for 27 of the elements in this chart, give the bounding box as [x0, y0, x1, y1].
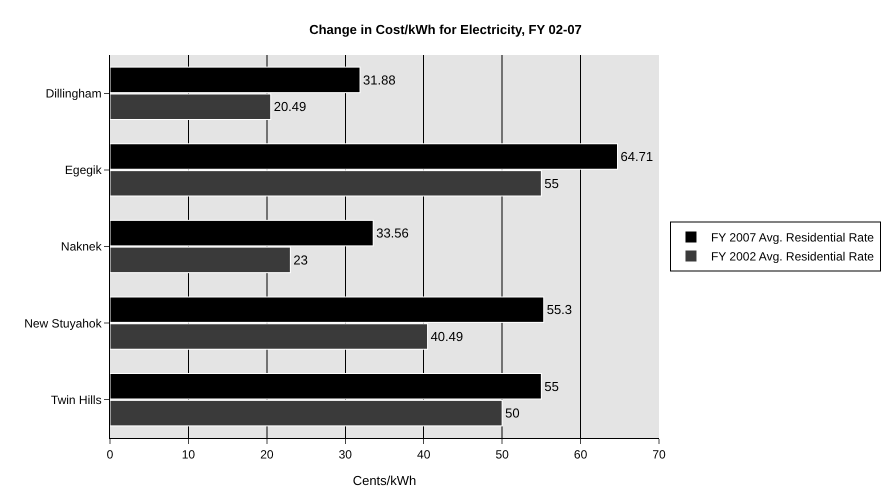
x-axis-title: Cents/kWh	[352, 473, 416, 488]
x-tick-label: 20	[260, 447, 274, 462]
y-tick-label: Dillingham	[46, 86, 102, 100]
data-label: 20.49	[274, 99, 306, 114]
data-label: 55.3	[546, 302, 572, 318]
y-tick-label: Egegik	[64, 163, 103, 178]
data-label: 64.71	[620, 148, 654, 164]
y-tick-label: New Stuyahok	[24, 316, 103, 330]
data-label: 31.88	[363, 72, 396, 88]
x-tick-label: 0	[106, 447, 114, 462]
chart-title: Change in Cost/kWh for Electricity, FY 02-07	[309, 22, 582, 37]
x-tick-label: 70	[652, 447, 666, 462]
y-tick-label: Twin Hills	[50, 392, 102, 407]
x-tick-label: 10	[182, 447, 196, 462]
data-label: 40.49	[430, 329, 464, 344]
x-tick-label: 30	[338, 447, 352, 462]
x-tick-label: 40	[417, 447, 431, 462]
y-tick-label: Naknek	[60, 240, 103, 254]
x-tick-label: 60	[574, 447, 588, 462]
data-label: 55	[544, 176, 559, 191]
data-label: 33.56	[376, 226, 409, 241]
x-tick-label: 50	[495, 447, 510, 462]
data-label: 23	[293, 252, 308, 268]
legend-label: FY 2002 Avg. Residential Rate	[710, 250, 874, 264]
data-label: 55	[544, 378, 559, 394]
data-label: 50	[505, 406, 520, 421]
legend-label: FY 2007 Avg. Residential Rate	[710, 230, 874, 245]
